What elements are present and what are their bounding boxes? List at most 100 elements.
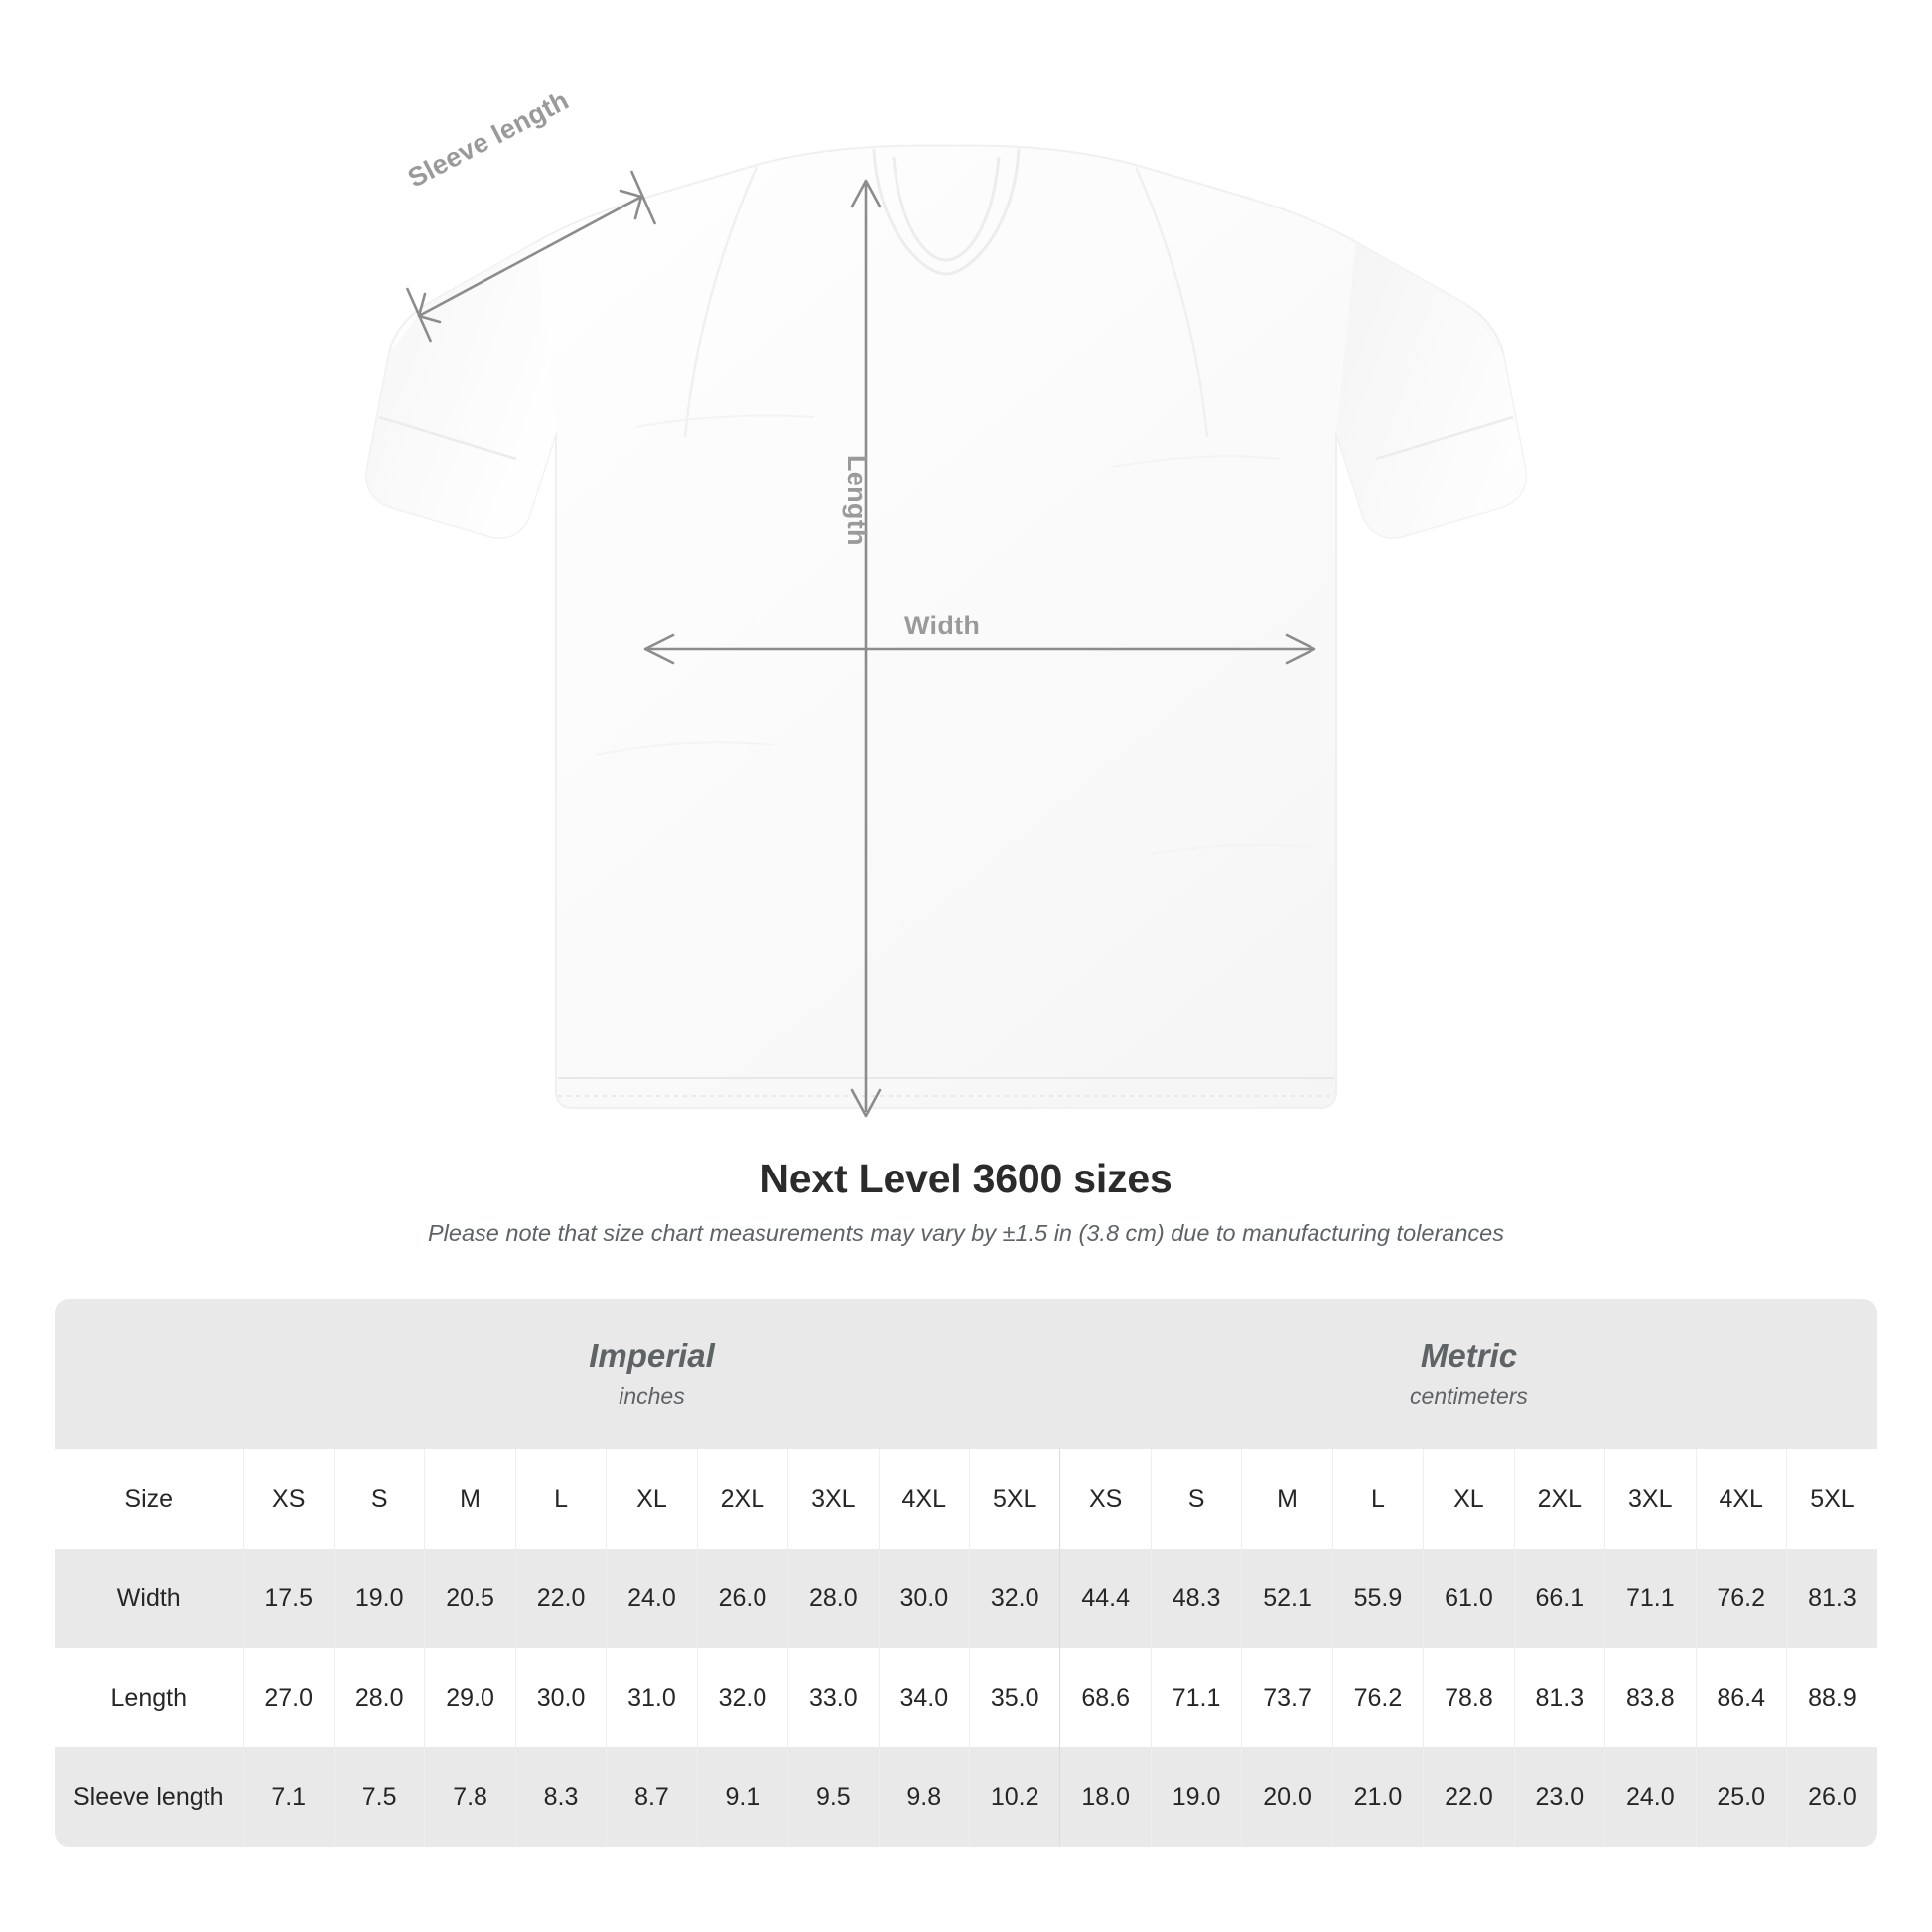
tshirt-body-shape: [365, 144, 1527, 1109]
size-header-imperial-3xl: 3XL: [787, 1449, 880, 1549]
cell-sleeve-metric-3xl: 24.0: [1604, 1747, 1696, 1847]
unit-banner-metric: Metric centimeters: [1059, 1299, 1877, 1449]
tshirt-sleeve-hems: [378, 415, 1514, 461]
tolerance-note: Please note that size chart measurements…: [428, 1220, 1504, 1246]
size-header-metric-xs: XS: [1059, 1449, 1152, 1549]
size-header-metric-s: S: [1150, 1449, 1242, 1549]
cell-sleeve-metric-s: 19.0: [1150, 1747, 1242, 1847]
title-block: Next Level 3600 sizes Please note that s…: [0, 1156, 1932, 1247]
size-header-imperial-4xl: 4XL: [878, 1449, 970, 1549]
cell-sleeve-metric-4xl: 25.0: [1695, 1747, 1787, 1847]
cell-length-imperial-2xl: 32.0: [696, 1648, 788, 1747]
size-header-row: Size XS S M L XL 2XL 3XL 4XL 5XL XS S M …: [55, 1449, 1877, 1549]
size-header-metric-3xl: 3XL: [1604, 1449, 1696, 1549]
cell-width-metric-5xl: 81.3: [1785, 1549, 1877, 1648]
page-title: Next Level 3600 sizes: [759, 1156, 1173, 1201]
cell-width-metric-4xl: 76.2: [1695, 1549, 1787, 1648]
cell-width-metric-m: 52.1: [1241, 1549, 1333, 1648]
cell-width-metric-2xl: 66.1: [1513, 1549, 1605, 1648]
cell-length-imperial-4xl: 34.0: [878, 1648, 970, 1747]
cell-sleeve-imperial-2xl: 9.1: [696, 1747, 788, 1847]
tshirt-diagram: Sleeve length Length Width: [365, 85, 1527, 1118]
row-label-sleeve-length: Sleeve length: [55, 1747, 243, 1847]
size-header-imperial-xs: XS: [242, 1449, 335, 1549]
unit-name-metric: Metric: [1420, 1336, 1518, 1374]
size-header-metric-2xl: 2XL: [1513, 1449, 1605, 1549]
cell-length-metric-xl: 78.8: [1423, 1648, 1515, 1747]
cell-sleeve-imperial-xs: 7.1: [242, 1747, 335, 1847]
cell-sleeve-metric-l: 21.0: [1331, 1747, 1424, 1847]
unit-sub-metric: centimeters: [1410, 1383, 1528, 1410]
cell-length-imperial-l: 30.0: [514, 1648, 607, 1747]
cell-width-imperial-4xl: 30.0: [878, 1549, 970, 1648]
tshirt-bottom-hem: [558, 1077, 1334, 1097]
cell-length-metric-s: 71.1: [1150, 1648, 1242, 1747]
cell-width-metric-xs: 44.4: [1059, 1549, 1152, 1648]
size-header-imperial-m: M: [424, 1449, 516, 1549]
cell-sleeve-metric-m: 20.0: [1241, 1747, 1333, 1847]
cell-width-metric-s: 48.3: [1150, 1549, 1242, 1648]
size-header-imperial-s: S: [333, 1449, 425, 1549]
cell-width-metric-3xl: 71.1: [1604, 1549, 1696, 1648]
unit-name-imperial: Imperial: [589, 1336, 715, 1374]
row-label-length: Length: [55, 1648, 243, 1747]
sleeve-length-arrow: [405, 170, 657, 343]
cell-length-metric-4xl: 86.4: [1695, 1648, 1787, 1747]
size-header-imperial-l: L: [514, 1449, 607, 1549]
cell-width-imperial-s: 19.0: [333, 1549, 425, 1648]
size-header-imperial-5xl: 5XL: [968, 1449, 1060, 1549]
cell-length-imperial-xl: 31.0: [606, 1648, 698, 1747]
cell-sleeve-metric-xl: 22.0: [1423, 1747, 1515, 1847]
size-header-metric-m: M: [1241, 1449, 1333, 1549]
unit-banner-row: Imperial inches Metric centimeters: [55, 1299, 1877, 1449]
size-header-metric-l: L: [1331, 1449, 1424, 1549]
cell-length-metric-2xl: 81.3: [1513, 1648, 1605, 1747]
measurement-guides: [405, 170, 1316, 1118]
cell-width-imperial-5xl: 32.0: [968, 1549, 1060, 1648]
cell-length-metric-xs: 68.6: [1059, 1648, 1152, 1747]
size-header-metric-4xl: 4XL: [1695, 1449, 1787, 1549]
size-table: Imperial inches Metric centimeters Size …: [55, 1299, 1877, 1847]
cell-width-imperial-3xl: 28.0: [787, 1549, 880, 1648]
cell-sleeve-imperial-5xl: 10.2: [968, 1747, 1060, 1847]
tshirt-shoulder-seams: [683, 166, 1209, 438]
cell-sleeve-metric-5xl: 26.0: [1785, 1747, 1877, 1847]
tshirt-illustration: [365, 144, 1527, 1118]
unit-banner-spacer: [55, 1299, 243, 1449]
cell-length-imperial-xs: 27.0: [242, 1648, 335, 1747]
width-arrow: [643, 633, 1316, 665]
size-table-container: Imperial inches Metric centimeters Size …: [55, 1299, 1877, 1847]
cell-width-imperial-m: 20.5: [424, 1549, 516, 1648]
tshirt-collar: [872, 148, 1021, 276]
row-label-width: Width: [55, 1549, 243, 1648]
table-row: Width 17.5 19.0 20.5 22.0 24.0 26.0 28.0…: [55, 1549, 1877, 1648]
cell-sleeve-imperial-3xl: 9.5: [787, 1747, 880, 1847]
cell-width-imperial-xl: 24.0: [606, 1549, 698, 1648]
size-header-metric-xl: XL: [1423, 1449, 1515, 1549]
length-label: Length: [842, 455, 872, 546]
cell-width-imperial-l: 22.0: [514, 1549, 607, 1648]
cell-length-imperial-5xl: 35.0: [968, 1648, 1060, 1747]
size-header-imperial-xl: XL: [606, 1449, 698, 1549]
cell-sleeve-metric-2xl: 23.0: [1513, 1747, 1605, 1847]
cell-length-metric-5xl: 88.9: [1785, 1648, 1877, 1747]
cell-width-metric-l: 55.9: [1331, 1549, 1424, 1648]
cell-length-imperial-s: 28.0: [333, 1648, 425, 1747]
size-header-metric-5xl: 5XL: [1785, 1449, 1877, 1549]
cell-width-imperial-2xl: 26.0: [696, 1549, 788, 1648]
table-row: Length 27.0 28.0 29.0 30.0 31.0 32.0 33.…: [55, 1648, 1877, 1747]
size-header-imperial-2xl: 2XL: [696, 1449, 788, 1549]
unit-banner-imperial: Imperial inches: [243, 1299, 1060, 1449]
table-row: Sleeve length 7.1 7.5 7.8 8.3 8.7 9.1 9.…: [55, 1747, 1877, 1847]
tshirt-sleeve-shading: [366, 242, 1526, 538]
cell-sleeve-imperial-4xl: 9.8: [878, 1747, 970, 1847]
cell-sleeve-imperial-l: 8.3: [514, 1747, 607, 1847]
cell-sleeve-imperial-s: 7.5: [333, 1747, 425, 1847]
cell-width-imperial-xs: 17.5: [242, 1549, 335, 1648]
cell-length-metric-l: 76.2: [1331, 1648, 1424, 1747]
unit-sub-imperial: inches: [619, 1383, 685, 1410]
length-arrow: [850, 179, 882, 1118]
size-header-label: Size: [55, 1449, 243, 1549]
cell-length-imperial-m: 29.0: [424, 1648, 516, 1747]
tshirt-fabric-folds: [595, 414, 1311, 855]
